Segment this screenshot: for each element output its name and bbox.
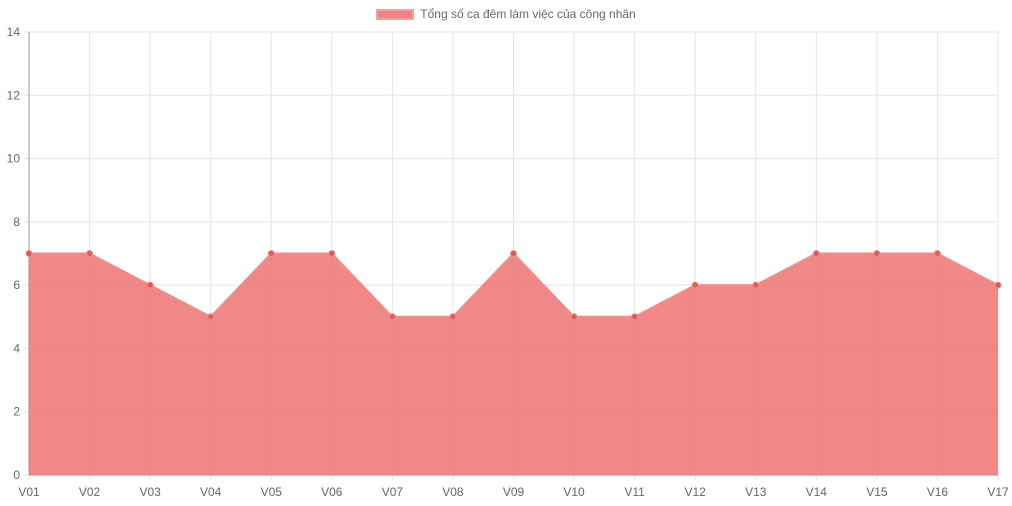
data-point xyxy=(207,313,215,321)
data-point xyxy=(812,250,820,257)
x-tick-label: V07 xyxy=(382,485,404,499)
data-point xyxy=(146,281,154,289)
x-tick-label: V16 xyxy=(927,485,949,499)
x-tick-label: V15 xyxy=(866,485,888,499)
series-area xyxy=(29,253,998,475)
x-tick-label: V09 xyxy=(503,485,525,499)
legend-label: Tổng số ca đêm làm việc của công nhân xyxy=(420,7,636,21)
x-tick-label: V05 xyxy=(261,485,283,499)
x-tick-label: V03 xyxy=(139,485,161,499)
x-tick-label: V17 xyxy=(987,485,1009,499)
y-tick-label: 6 xyxy=(13,278,20,292)
x-tick-label: V12 xyxy=(685,485,707,499)
data-point xyxy=(86,250,94,257)
y-tick-label: 14 xyxy=(7,25,21,39)
legend[interactable]: Tổng số ca đêm làm việc của công nhân xyxy=(0,7,1012,21)
x-tick-label: V10 xyxy=(563,485,585,499)
data-point xyxy=(691,281,699,289)
x-tick-label: V01 xyxy=(18,485,40,499)
y-tick-label: 4 xyxy=(13,341,20,355)
data-point xyxy=(752,281,760,289)
y-tick-label: 0 xyxy=(13,468,20,482)
data-point xyxy=(449,313,457,321)
data-point xyxy=(388,313,396,321)
y-tick-label: 8 xyxy=(13,215,20,229)
y-tick-label: 12 xyxy=(7,88,21,102)
y-tick-label: 2 xyxy=(13,405,20,419)
data-point xyxy=(570,313,578,321)
data-point xyxy=(328,250,336,257)
data-point xyxy=(933,250,941,257)
data-point xyxy=(631,313,639,321)
x-tick-label: V14 xyxy=(806,485,828,499)
y-tick-label: 10 xyxy=(7,152,21,166)
data-point xyxy=(994,281,1002,289)
data-point xyxy=(267,250,275,257)
data-point xyxy=(873,250,881,257)
x-tick-label: V04 xyxy=(200,485,222,499)
data-point xyxy=(510,250,517,257)
data-point xyxy=(25,250,33,257)
legend-swatch xyxy=(376,8,415,20)
x-tick-label: V08 xyxy=(442,485,464,499)
x-tick-label: V02 xyxy=(79,485,101,499)
x-tick-label: V06 xyxy=(321,485,343,499)
x-tick-label: V13 xyxy=(745,485,767,499)
x-tick-label: V11 xyxy=(624,485,645,499)
